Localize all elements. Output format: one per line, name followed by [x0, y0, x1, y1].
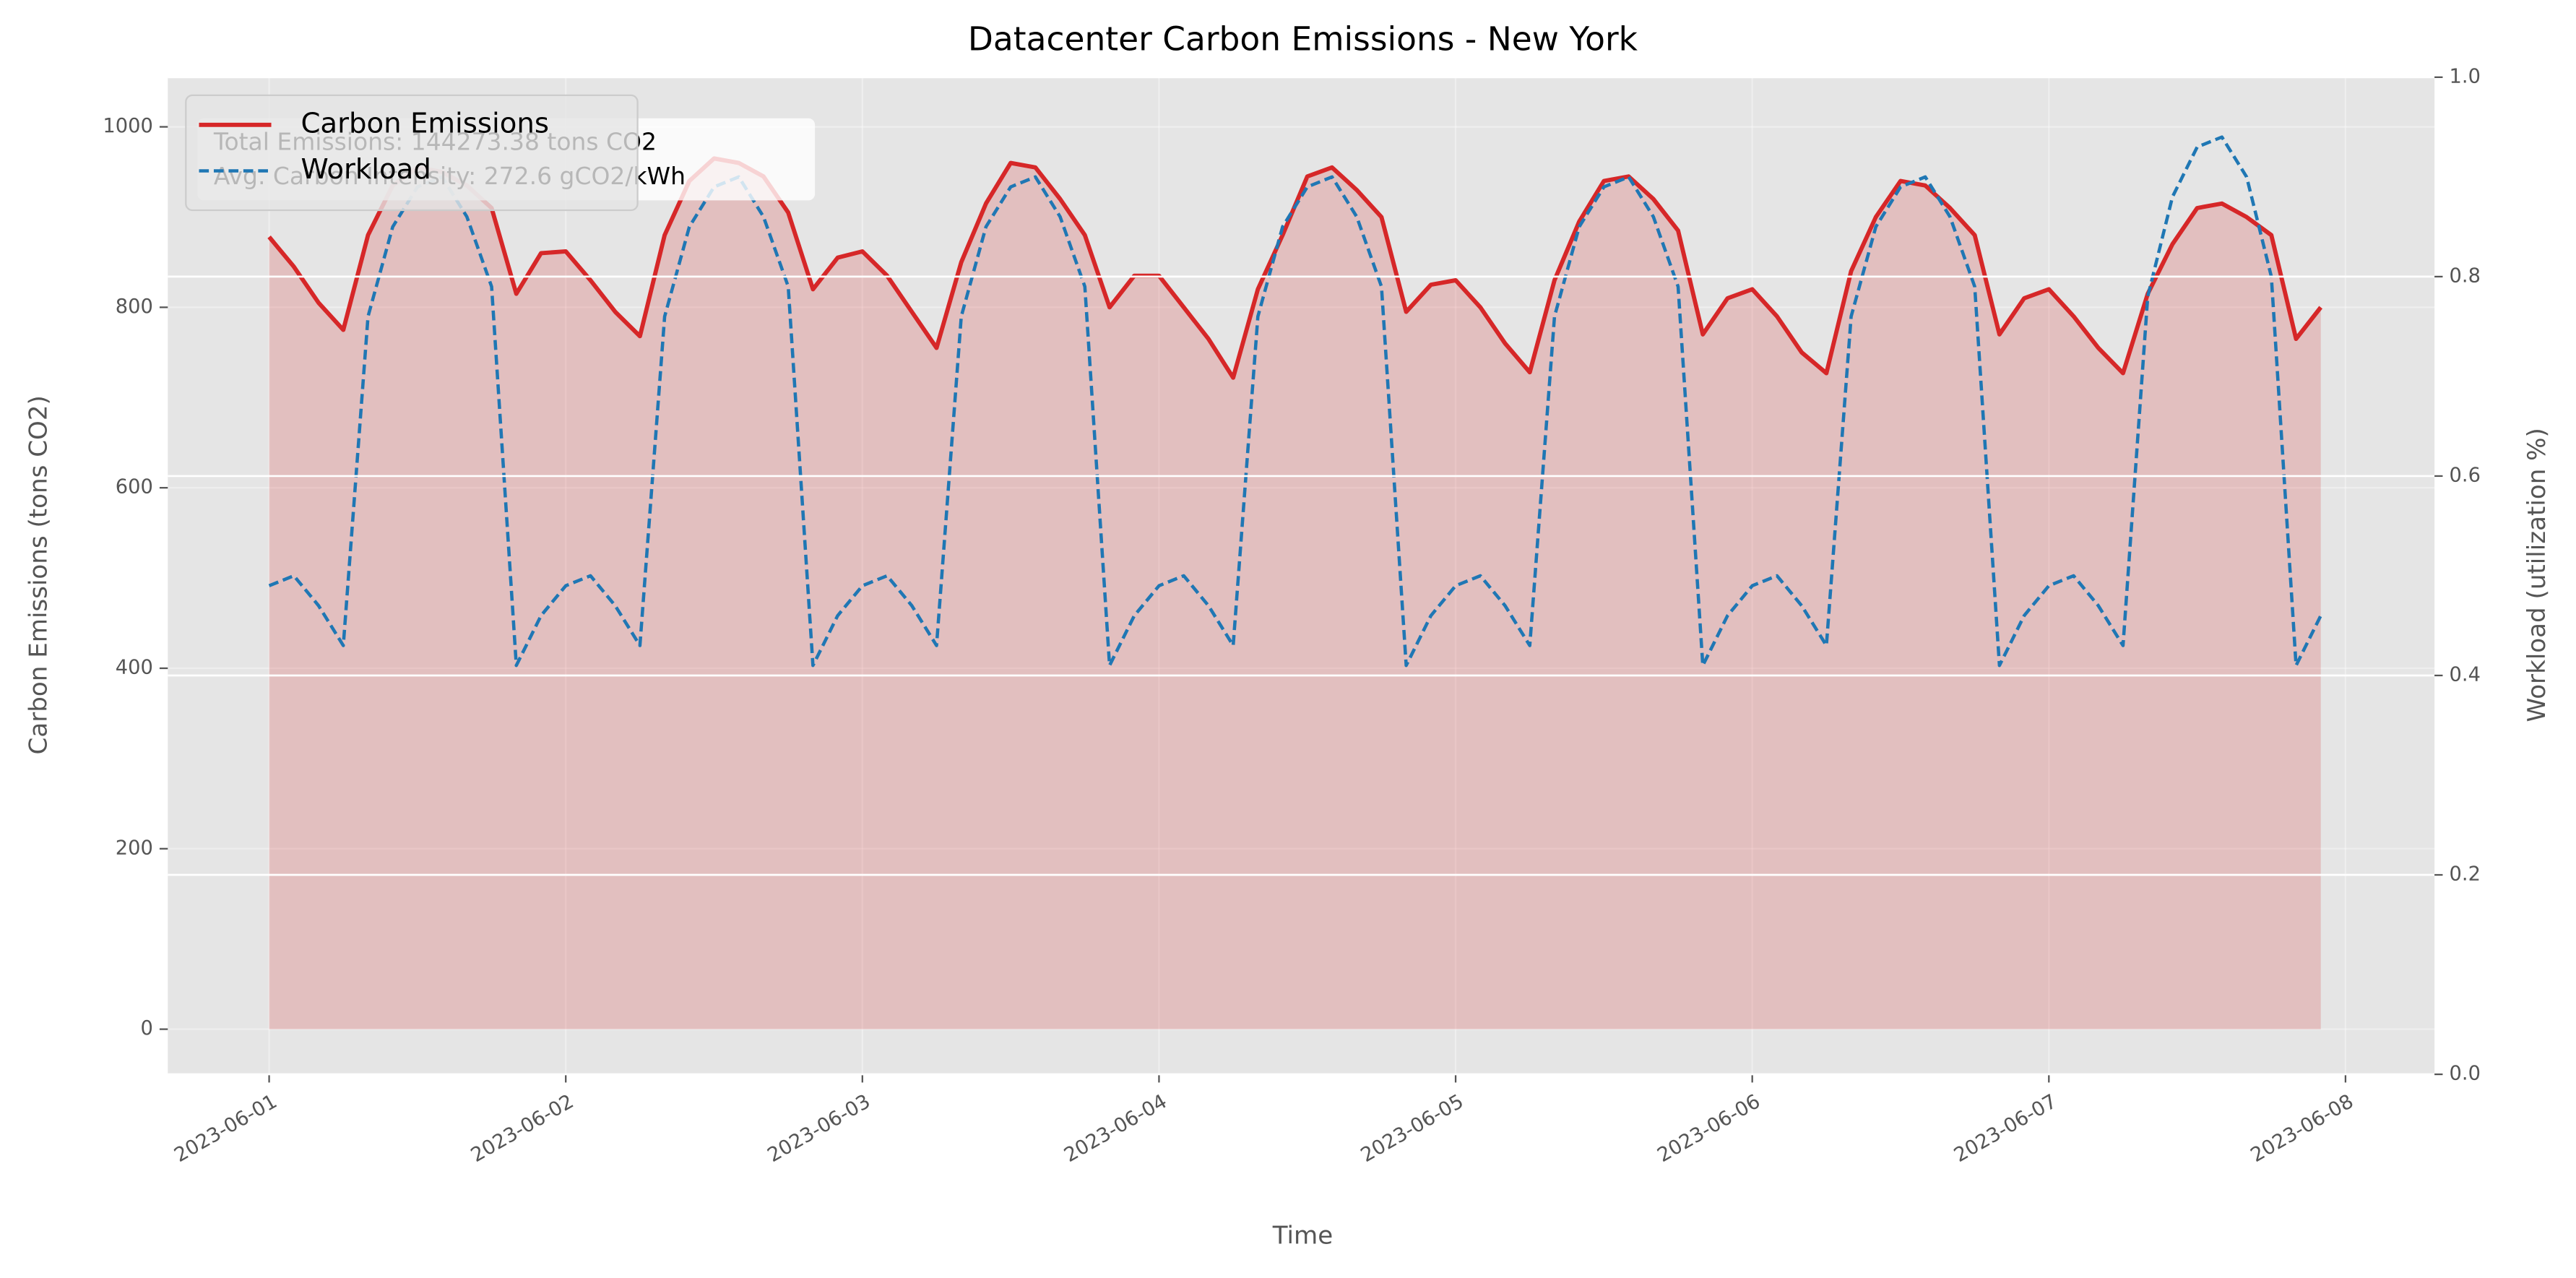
y-tick-label: 200	[116, 837, 153, 859]
y-tick-label: 800	[116, 295, 153, 318]
plot-background	[168, 77, 2435, 1075]
legend: Carbon Emissions Workload	[185, 94, 639, 212]
y-tick-label: 400	[116, 656, 153, 678]
x-tick-label: 2023-06-05	[1357, 1090, 1468, 1167]
y-tick-label: 1000	[103, 115, 152, 137]
x-tick-label: 2023-06-03	[764, 1090, 874, 1167]
line	[268, 135, 2322, 668]
x-tick-label: 2023-06-06	[1654, 1090, 1764, 1167]
x-tick-label: 2023-06-08	[2247, 1090, 2358, 1167]
y-axis-label: Carbon Emissions (tons CO2)	[24, 395, 53, 754]
y2-tick-label: 0.0	[2450, 1063, 2481, 1085]
legend-label: Workload	[301, 153, 431, 186]
y2-axis-label: Workload (utilization %)	[2523, 428, 2551, 722]
chart-title: Datacenter Carbon Emissions - New York	[968, 20, 1638, 58]
legend-box	[185, 94, 639, 212]
y2-tick-label: 0.2	[2450, 863, 2481, 886]
x-tick-label: 2023-06-04	[1060, 1090, 1171, 1167]
y2-tick-label: 0.4	[2450, 663, 2481, 686]
x-tick-label: 2023-06-07	[1950, 1090, 2061, 1167]
x-axis-label: Time	[1272, 1222, 1333, 1251]
y-tick-label: 0	[140, 1017, 152, 1040]
y2-tick-label: 0.8	[2450, 264, 2481, 287]
x-tick-label: 2023-06-02	[467, 1090, 578, 1167]
x-tick-label: 2023-06-01	[170, 1090, 281, 1167]
y-tick-label: 600	[116, 476, 153, 498]
legend-label: Carbon Emissions	[301, 107, 549, 139]
y2-tick-label: 1.0	[2450, 65, 2481, 87]
area	[269, 158, 2321, 1029]
y2-tick-label: 0.6	[2450, 464, 2481, 486]
